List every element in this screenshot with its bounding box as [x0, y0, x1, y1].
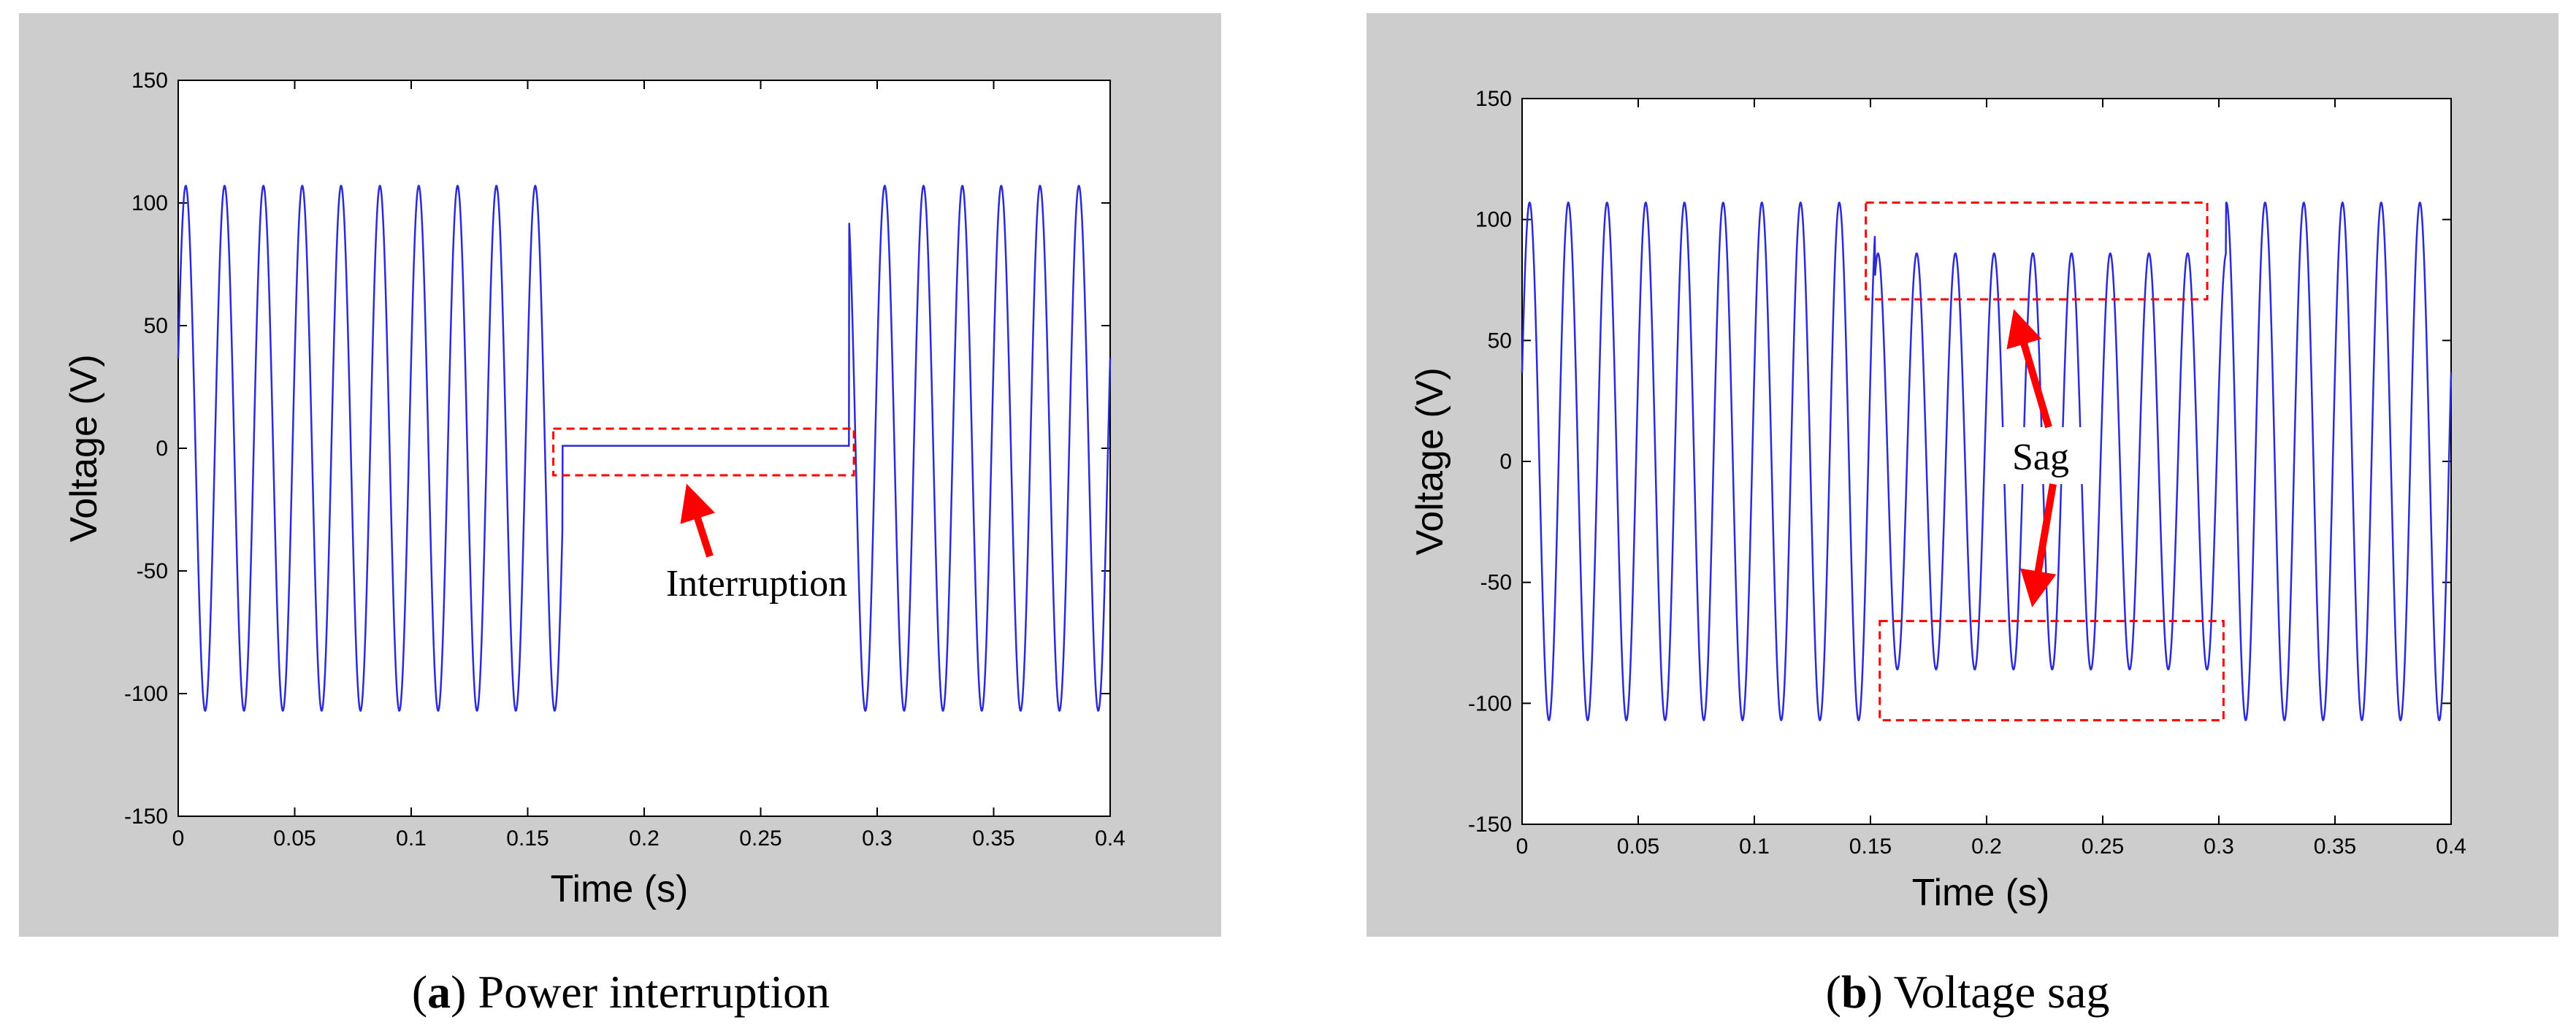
y-tick-label: 100: [1475, 208, 1512, 232]
panel-b-caption-letter: b: [1841, 966, 1868, 1018]
x-tick-label: 0.3: [862, 826, 893, 851]
panel-b-y-axis-label: Voltage (V): [1409, 367, 1451, 555]
panel-b-sag-lower-box: [1879, 620, 2225, 722]
y-tick-label: -50: [1480, 571, 1512, 595]
panel-a-interruption-arrow: [680, 483, 716, 558]
panel-b-voltage-line: [1521, 201, 2453, 722]
panel-b-plot-area: [1521, 98, 2452, 825]
y-tick-label: 150: [131, 69, 168, 93]
x-tick-label: 0.15: [506, 826, 549, 851]
x-tick-label: 0.4: [1095, 826, 1125, 851]
x-tick-label: 0.2: [1971, 834, 2002, 859]
panel-b-y-ticks: 150 100 50 0 -50 -100 -150: [1468, 87, 2451, 837]
panel-a-x-axis-label: Time (s): [551, 868, 689, 910]
panel-a: 150 100 50 0 -50 -100 -150 0 0.05 0.1 0.15 0.2 0.25…: [19, 13, 1221, 937]
panel-a-y-ticks: 150 100 50 0 -50 -100 -150: [124, 69, 1110, 829]
x-tick-label: 0: [1516, 834, 1529, 859]
x-tick-label: 0.3: [2204, 834, 2234, 859]
panel-b-x-axis-label: Time (s): [1912, 872, 2050, 914]
panel-a-caption: (a) Power interruption: [412, 966, 830, 1018]
panel-b: 150 100 50 0 -50 -100 -150 0 0.05 0.1 0.15 0.2 0.25…: [1367, 13, 2558, 937]
y-tick-label: -50: [137, 559, 168, 583]
y-tick-label: 150: [1475, 87, 1512, 111]
x-tick-label: 0.1: [1739, 834, 1770, 859]
x-tick-label: 0.15: [1849, 834, 1892, 859]
y-tick-label: 50: [1488, 329, 1512, 353]
panel-a-annotation-label: Interruption: [666, 563, 847, 605]
panel-a-plot-area: [177, 80, 1111, 817]
y-tick-label: -150: [1468, 813, 1512, 837]
panel-b-annotation-label-bg: [1995, 427, 2087, 484]
panel-b-caption-text: Voltage sag: [1894, 966, 2110, 1018]
y-tick-label: 0: [1499, 450, 1512, 474]
x-tick-label: 0.35: [972, 826, 1014, 851]
panel-b-x-ticks: 0 0.05 0.1 0.15 0.2 0.25 0.3 0.35 0.4: [1516, 99, 2466, 859]
y-tick-label: 100: [131, 191, 168, 215]
panel-a-y-axis-label: Voltage (V): [63, 354, 105, 542]
panel-b-sag-arrow-down: [2020, 483, 2057, 607]
panel-a-voltage-line: [177, 184, 1112, 713]
panel-b-sag-arrow-up: [2006, 309, 2052, 429]
panel-a-caption-letter: a: [427, 966, 451, 1018]
y-tick-label: 0: [156, 437, 168, 461]
x-tick-label: 0.05: [273, 826, 316, 851]
y-tick-label: -100: [124, 682, 168, 706]
x-tick-label: 0.25: [2082, 834, 2124, 859]
y-tick-label: 50: [144, 314, 168, 338]
panel-b-annotation-label: Sag: [2012, 437, 2069, 478]
x-tick-label: 0.1: [396, 826, 427, 851]
panel-a-interruption-box: [552, 427, 855, 477]
x-tick-label: 0.4: [2436, 834, 2466, 859]
x-tick-label: 0.25: [739, 826, 781, 851]
y-tick-label: -150: [124, 805, 168, 829]
x-tick-label: 0.05: [1617, 834, 1659, 859]
x-tick-label: 0: [172, 826, 185, 851]
x-tick-label: 0.35: [2314, 834, 2356, 859]
x-tick-label: 0.2: [629, 826, 660, 851]
panel-a-x-ticks: 0 0.05 0.1 0.15 0.2 0.25 0.3 0.35 0.4: [172, 80, 1125, 851]
panel-b-sag-upper-box: [1865, 201, 2209, 301]
y-tick-label: -100: [1468, 691, 1512, 715]
panel-a-caption-text: Power interruption: [478, 966, 830, 1018]
panel-b-caption: (b) Voltage sag: [1826, 966, 2110, 1018]
